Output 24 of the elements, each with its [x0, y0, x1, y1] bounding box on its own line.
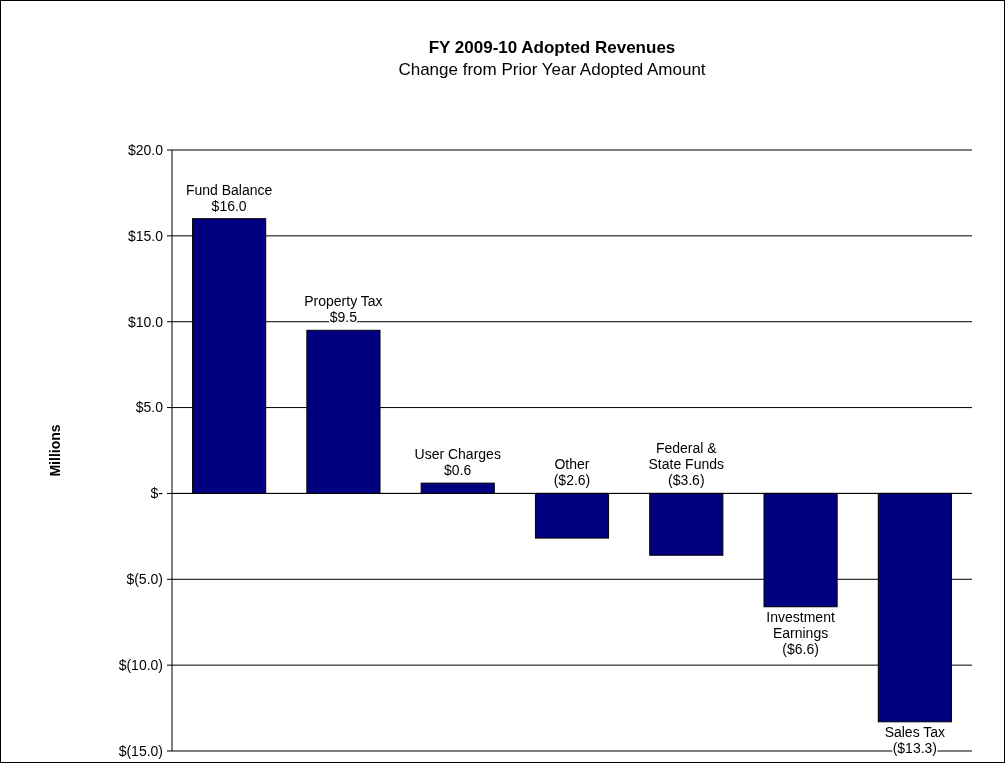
x-tick-label: User Charges — [414, 446, 501, 463]
chart-title: FY 2009-10 Adopted Revenues — [428, 38, 676, 57]
x-tick-label: Other — [554, 456, 590, 473]
y-axis-title: Millions — [47, 424, 63, 477]
chart-subtitle: Change from Prior Year Adopted Amount — [398, 60, 706, 79]
data-label: ($13.3) — [892, 739, 938, 756]
y-tick-label: $- — [150, 485, 164, 502]
y-tick-label: $(15.0) — [118, 742, 163, 759]
data-label: $16.0 — [211, 197, 247, 214]
x-tick-label: Federal & State Funds — [648, 440, 725, 473]
data-label: $0.6 — [444, 462, 472, 479]
x-tick-label: Fund Balance — [185, 181, 273, 198]
data-label: ($6.6) — [782, 640, 819, 657]
x-tick-label: Sales Tax — [884, 723, 946, 740]
y-tick-label: $15.0 — [127, 227, 164, 244]
y-tick-label: $20.0 — [127, 141, 164, 158]
y-tick-label: $10.0 — [127, 313, 164, 330]
x-tick-label: Investment Earnings — [766, 608, 835, 641]
y-tick-label: $(10.0) — [118, 657, 163, 674]
data-label: ($3.6) — [668, 472, 705, 489]
y-tick-label: $(5.0) — [126, 571, 163, 588]
data-label: ($2.6) — [553, 472, 591, 489]
x-tick-label: Property Tax — [304, 293, 383, 310]
y-tick-label: $5.0 — [135, 399, 164, 416]
